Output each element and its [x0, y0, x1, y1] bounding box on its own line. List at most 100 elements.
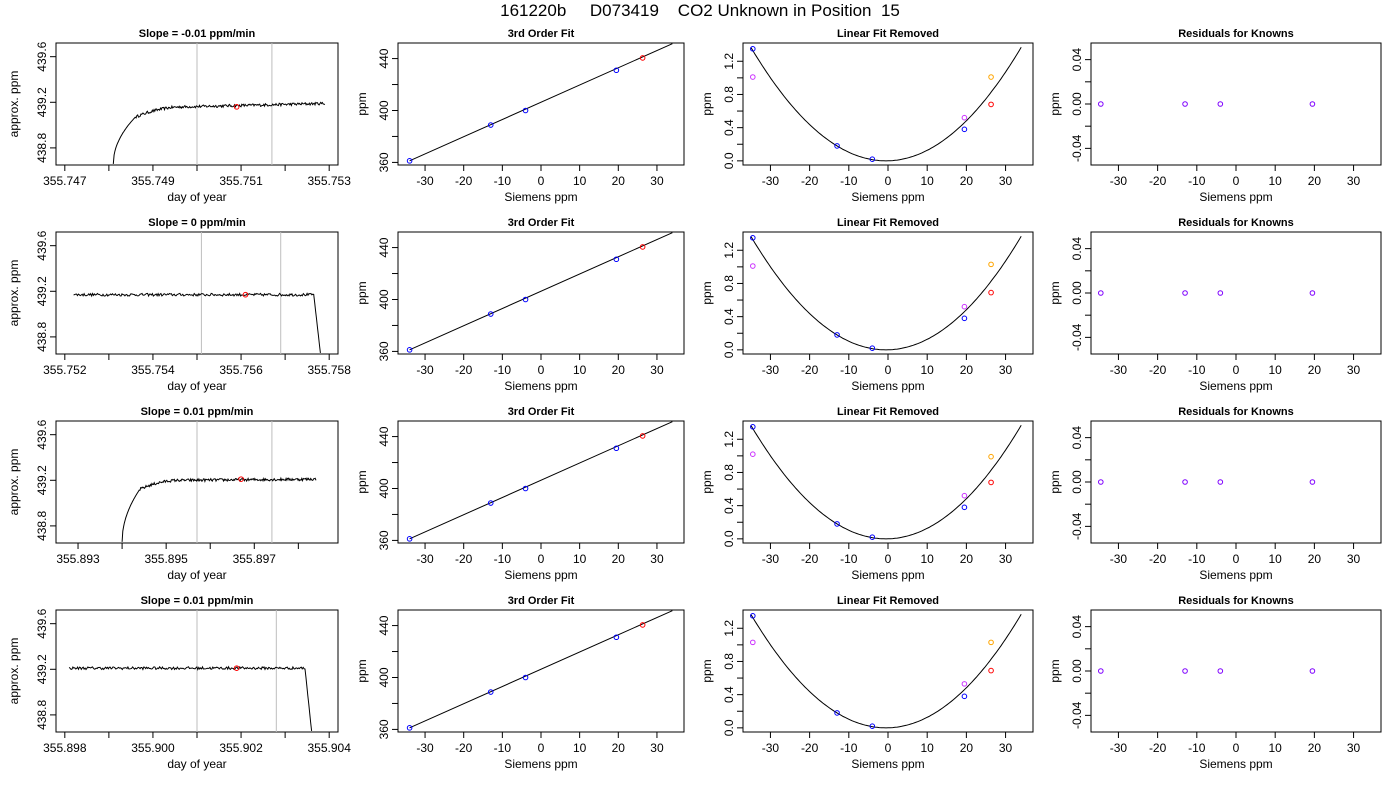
chart-title: 3rd Order Fit — [508, 28, 575, 40]
x-tick-label: -30 — [762, 552, 780, 566]
plot-data-area — [1097, 479, 1316, 485]
y-tick-label: 440 — [377, 237, 391, 257]
data-point-magenta — [961, 681, 968, 687]
chart-title: Residuals for Knowns — [1178, 28, 1294, 40]
x-tick-label: 0 — [1233, 552, 1240, 566]
plot-data-area — [1097, 101, 1316, 107]
x-tick-label: 30 — [999, 741, 1013, 755]
y-tick-label: 0.4 — [722, 686, 736, 703]
data-point-blue — [834, 521, 840, 527]
x-tick-label: 10 — [921, 174, 935, 188]
data-point-blue — [749, 613, 756, 619]
fit-curve — [750, 425, 1022, 540]
x-tick-label: -10 — [840, 363, 858, 377]
data-point-blue — [869, 534, 876, 540]
y-axis-label: ppm — [355, 470, 369, 493]
x-tick-label: 10 — [573, 363, 587, 377]
y-tick-label: 400 — [377, 667, 391, 687]
x-axis-label: day of year — [167, 379, 226, 393]
data-point-purple — [1182, 479, 1188, 485]
data-point-red — [639, 622, 646, 628]
y-tick-label: 0.04 — [1070, 237, 1084, 261]
y-tick-label: 438.8 — [35, 511, 49, 541]
plot-data-area — [749, 46, 1022, 162]
data-point-blue — [406, 347, 413, 353]
plot-frame — [55, 231, 339, 355]
plot-frame — [742, 231, 1034, 355]
x-tick-label: 20 — [960, 363, 974, 377]
data-point-blue — [869, 345, 876, 351]
x-tick-label: -20 — [1149, 741, 1167, 755]
y-axis-label: ppm — [355, 92, 369, 115]
chart-title: Residuals for Knowns — [1178, 595, 1294, 607]
x-tick-label: 10 — [573, 552, 587, 566]
x-tick-label: -10 — [840, 741, 858, 755]
y-tick-label: 0.00 — [1070, 92, 1084, 116]
chart-panel-r4-c3: Linear Fit Removed -30 -20 -10 0 10 20 30 0.0 0.4… — [700, 595, 1034, 771]
x-axis-label: day of year — [167, 757, 226, 771]
y-tick-label: 439.2 — [35, 465, 49, 495]
x-tick-label: 20 — [1308, 741, 1322, 755]
x-tick-label: 20 — [1308, 363, 1322, 377]
data-point-red — [238, 476, 244, 482]
y-axis-label: ppm — [355, 281, 369, 304]
x-tick-label: 0 — [885, 174, 892, 188]
x-tick-label: 0 — [538, 552, 545, 566]
fit-curve — [750, 47, 1022, 162]
data-point-purple — [1097, 479, 1104, 485]
chart-panel-r2-c3: Linear Fit Removed -30 -20 -10 0 10 20 30 0.0 0.4… — [700, 217, 1034, 393]
y-tick-label: -0.04 — [1070, 134, 1084, 162]
x-tick-label: 30 — [650, 363, 664, 377]
data-point-red — [988, 289, 994, 296]
x-tick-label: 355.895 — [144, 552, 188, 566]
fit-line — [409, 232, 673, 351]
y-axis-label: ppm — [700, 470, 714, 493]
x-tick-label: 20 — [1308, 552, 1322, 566]
data-point-red — [233, 104, 240, 110]
data-point-purple — [1309, 101, 1316, 107]
x-axis-label: Siemens ppm — [851, 757, 924, 771]
chart-title: Linear Fit Removed — [837, 28, 939, 40]
x-tick-label: -30 — [416, 363, 434, 377]
chart-panel-r4-c2: 3rd Order Fit -30 -20 -10 0 10 20 30 360 400 440 Si… — [355, 595, 685, 771]
y-tick-label: 0.0 — [722, 341, 736, 358]
x-axis-label: Siemens ppm — [1199, 379, 1272, 393]
x-tick-label: -10 — [1188, 363, 1206, 377]
plot-data-area — [112, 43, 326, 165]
chart-panel-r3-c3: Linear Fit Removed -30 -20 -10 0 10 20 30 0.0 0.4… — [700, 406, 1034, 582]
x-axis-label: Siemens ppm — [851, 568, 924, 582]
y-tick-label: 0.8 — [722, 653, 736, 670]
data-point-blue — [869, 723, 876, 729]
y-tick-label: 440 — [377, 426, 391, 446]
y-axis-label: ppm — [1048, 92, 1062, 115]
y-tick-label: 0.04 — [1070, 426, 1084, 450]
y-tick-label: 360 — [377, 530, 391, 550]
x-tick-label: 0 — [538, 174, 545, 188]
x-tick-label: 10 — [921, 363, 935, 377]
x-axis-label: Siemens ppm — [1199, 757, 1272, 771]
data-point-blue — [961, 126, 968, 133]
x-axis-label: Siemens ppm — [851, 190, 924, 204]
data-point-magenta — [961, 303, 968, 310]
ppm-trace-line — [121, 476, 317, 542]
x-tick-label: 0 — [1233, 174, 1240, 188]
x-tick-label: 0 — [885, 741, 892, 755]
y-tick-label: 0.4 — [722, 119, 736, 136]
data-point-red — [639, 55, 646, 61]
chart-panel-r2-c2: 3rd Order Fit -30 -20 -10 0 10 20 30 360 400 440 Si… — [355, 217, 685, 393]
data-point-red — [233, 665, 240, 671]
data-point-purple — [1097, 290, 1104, 296]
data-point-blue — [961, 693, 968, 700]
x-tick-label: 355.749 — [131, 174, 175, 188]
x-tick-label: -20 — [801, 174, 819, 188]
chart-title: Linear Fit Removed — [837, 217, 939, 229]
x-tick-label: 10 — [573, 741, 587, 755]
data-point-blue — [487, 311, 494, 317]
chart-panel-r4-c4: Residuals for Knowns -30 -20 -10 0 10 20 30 -0.0… — [1048, 595, 1382, 771]
y-tick-label: 1.2 — [722, 53, 736, 70]
chart-title: 3rd Order Fit — [508, 595, 575, 607]
x-tick-label: 10 — [573, 174, 587, 188]
ppm-trace-line — [112, 101, 326, 164]
plot-data-area — [406, 232, 673, 353]
x-tick-label: -20 — [801, 363, 819, 377]
